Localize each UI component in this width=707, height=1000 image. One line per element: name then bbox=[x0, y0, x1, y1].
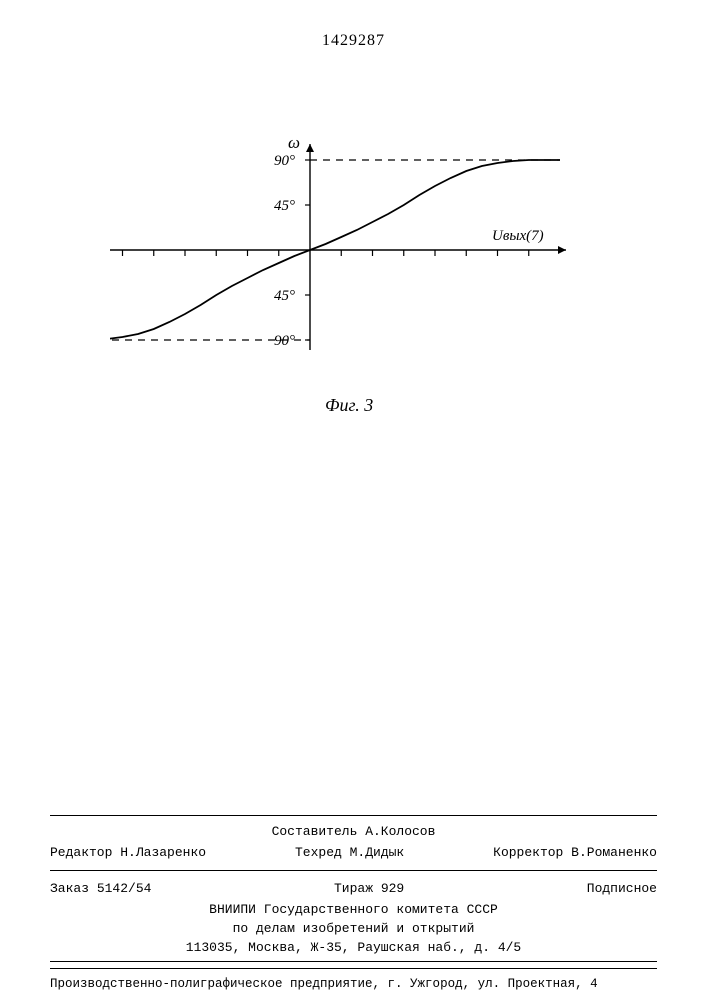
printer-line: Производственно-полиграфическое предприя… bbox=[50, 969, 657, 991]
svg-text:45°: 45° bbox=[274, 198, 295, 214]
svg-text:45°: 45° bbox=[274, 288, 295, 304]
techred-name: М.Дидык bbox=[350, 845, 405, 860]
svg-text:Uвых(7): Uвых(7) bbox=[492, 228, 544, 244]
svg-text:90°: 90° bbox=[274, 333, 295, 349]
tirage-value: 929 bbox=[381, 881, 404, 896]
editor-label: Редактор bbox=[50, 845, 112, 860]
org-address: 113035, Москва, Ж-35, Раушская наб., д. … bbox=[50, 938, 657, 962]
figure-caption: Фиг. 3 bbox=[325, 395, 373, 416]
order-label: Заказ bbox=[50, 881, 89, 896]
svg-text:ω: ω bbox=[288, 133, 300, 152]
org-line-1: ВНИИПИ Государственного комитета СССР bbox=[50, 900, 657, 919]
corrector-name: В.Романенко bbox=[571, 845, 657, 860]
compiler-label: Составитель bbox=[272, 824, 358, 839]
order-number: 5142/54 bbox=[97, 881, 152, 896]
org-line-2: по делам изобретений и открытий bbox=[50, 919, 657, 938]
chart: ω Uвых(7) 90° 45° 45° 90° bbox=[110, 120, 570, 380]
tirage-label: Тираж bbox=[334, 881, 373, 896]
footer: Составитель А.Колосов Редактор Н.Лазарен… bbox=[50, 815, 657, 991]
subscription: Подписное bbox=[587, 881, 657, 896]
page-number: 1429287 bbox=[322, 32, 385, 50]
compiler-name: А.Колосов bbox=[365, 824, 435, 839]
corrector-label: Корректор bbox=[493, 845, 563, 860]
svg-text:90°: 90° bbox=[274, 153, 295, 169]
techred-label: Техред bbox=[295, 845, 342, 860]
editor-name: Н.Лазаренко bbox=[120, 845, 206, 860]
